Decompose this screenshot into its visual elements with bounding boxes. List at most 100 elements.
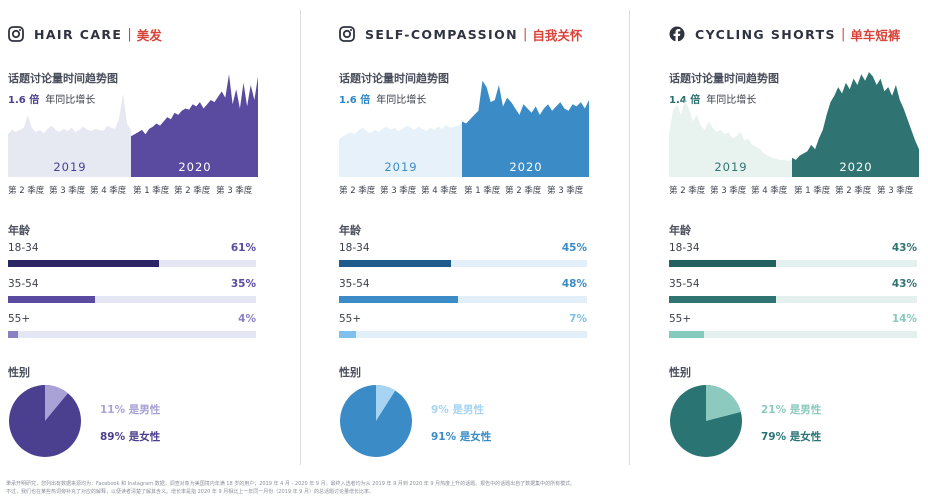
year-label-2020: 2020 <box>509 160 542 174</box>
age-row: 35-54 48% <box>339 278 587 312</box>
quarter-label: 第 3 季度 <box>877 186 914 196</box>
gender-title: 性别 <box>8 366 30 379</box>
quarter-axis: 第 2 季度第 3 季度第 4 季度第 1 季度第 2 季度第 3 季度 <box>339 184 589 198</box>
age-bar-fill <box>8 260 160 267</box>
age-bar-track <box>669 296 917 303</box>
panel-header: CYCLING SHORTS | 单车短裤 <box>669 24 900 44</box>
quarter-axis: 第 2 季度第 3 季度第 4 季度第 1 季度第 2 季度第 3 季度 <box>8 184 258 198</box>
female-share: 79% 是女性 <box>761 431 822 443</box>
age-bar-track <box>339 296 587 303</box>
age-percent: 35% <box>230 278 256 290</box>
title-separator: | <box>840 26 846 42</box>
age-bar-track <box>8 296 256 303</box>
quarter-label: 第 2 季度 <box>505 186 542 196</box>
quarter-label: 第 3 季度 <box>710 186 747 196</box>
age-row: 35-54 43% <box>669 278 917 312</box>
age-percent: 43% <box>891 242 917 254</box>
age-percent: 61% <box>230 242 256 254</box>
age-label: 35-54 <box>8 278 39 290</box>
age-bar-fill <box>8 296 95 303</box>
age-bar-track <box>669 331 917 338</box>
quarter-label: 第 3 季度 <box>547 186 584 196</box>
male-share: 21% 是男性 <box>761 404 822 416</box>
quarter-label: 第 3 季度 <box>380 186 417 196</box>
age-label: 55+ <box>339 313 362 325</box>
quarter-label: 第 1 季度 <box>464 186 501 196</box>
age-bar-track <box>8 260 256 267</box>
footnote-line: 秉承开明研究，您列出有数据来源均为：Facebook 和 Instagram 数… <box>6 481 576 487</box>
quarter-label: 第 3 季度 <box>49 186 86 196</box>
age-row: 18-34 45% <box>339 242 587 276</box>
age-bar-fill <box>339 331 357 338</box>
topic-panel-hair-care: HAIR CARE | 美发 话题讨论量时间趋势图 1.6 倍年同比增长 201… <box>8 0 268 470</box>
age-label: 55+ <box>8 313 31 325</box>
age-bar-fill <box>339 296 459 303</box>
quarter-label: 第 4 季度 <box>421 186 458 196</box>
gender-title: 性别 <box>339 366 361 379</box>
title-separator: | <box>127 26 132 42</box>
quarter-label: 第 1 季度 <box>794 186 831 196</box>
age-bar-track <box>669 260 917 267</box>
panel-divider <box>629 10 630 465</box>
quarter-label: 第 2 季度 <box>8 186 45 196</box>
age-row: 55+ 4% <box>8 313 256 347</box>
quarter-label: 第 1 季度 <box>133 186 170 196</box>
age-percent: 7% <box>569 313 587 325</box>
age-label: 35-54 <box>669 278 700 290</box>
year-label-2019: 2019 <box>384 160 417 174</box>
panel-header: SELF-COMPASSION | 自我关怀 <box>339 24 582 44</box>
area-2019 <box>339 123 462 177</box>
age-row: 18-34 43% <box>669 242 917 276</box>
age-row: 55+ 14% <box>669 313 917 347</box>
title-separator: | <box>522 26 528 42</box>
male-share: 11% 是男性 <box>100 404 161 416</box>
area-2020 <box>131 74 258 177</box>
growth-label: 年同比增长 <box>706 95 757 106</box>
gender-pie <box>670 385 742 457</box>
trend-title: 话题讨论量时间趋势图 <box>669 72 779 85</box>
footnote: 秉承开明研究，您列出有数据来源均为：Facebook 和 Instagram 数… <box>6 480 921 496</box>
age-title: 年龄 <box>339 224 361 237</box>
trend-title: 话题讨论量时间趋势图 <box>339 72 449 85</box>
trend-title: 话题讨论量时间趋势图 <box>8 72 118 85</box>
age-bar-fill <box>669 296 776 303</box>
age-row: 55+ 7% <box>339 313 587 347</box>
quarter-label: 第 2 季度 <box>174 186 211 196</box>
age-percent: 43% <box>891 278 917 290</box>
quarter-label: 第 4 季度 <box>90 186 127 196</box>
topic-title: HAIR CARE <box>34 26 123 42</box>
year-label-2019: 2019 <box>53 160 86 174</box>
trend-chart: 2019 2020 <box>339 80 589 177</box>
trend-chart: 2019 2020 <box>669 72 919 177</box>
yoy-growth: 1.6 倍年同比增长 <box>339 91 426 106</box>
topic-title-zh: 美发 <box>136 27 162 43</box>
area-2020 <box>462 80 589 177</box>
age-title: 年龄 <box>8 224 30 237</box>
topic-title: SELF-COMPASSION <box>365 26 518 42</box>
age-label: 35-54 <box>339 278 370 290</box>
topic-title-zh: 自我关怀 <box>532 27 583 43</box>
topic-title: CYCLING SHORTS <box>695 26 836 42</box>
quarter-label: 第 2 季度 <box>339 186 376 196</box>
age-percent: 45% <box>561 242 587 254</box>
topic-title-zh: 单车短裤 <box>850 27 901 43</box>
year-label-2020: 2020 <box>839 160 872 174</box>
growth-value: 1.4 倍 <box>669 95 701 106</box>
age-percent: 14% <box>891 313 917 325</box>
growth-value: 1.6 倍 <box>339 95 371 106</box>
area-2020 <box>792 72 919 177</box>
year-label-2020: 2020 <box>178 160 211 174</box>
gender-title: 性别 <box>669 366 691 379</box>
gender-pie <box>9 385 81 457</box>
age-label: 18-34 <box>8 242 39 254</box>
age-bar-fill <box>669 260 776 267</box>
age-title: 年龄 <box>669 224 691 237</box>
facebook-icon <box>669 26 685 42</box>
pie-slice-male <box>45 385 68 421</box>
pie-slice-male <box>706 385 741 421</box>
female-share: 89% 是女性 <box>100 431 161 443</box>
male-share: 9% 是男性 <box>431 404 484 416</box>
topic-panel-cycling-shorts: CYCLING SHORTS | 单车短裤 话题讨论量时间趋势图 1.4 倍年同… <box>669 0 928 470</box>
gender-pie <box>340 385 412 457</box>
quarter-label: 第 2 季度 <box>669 186 706 196</box>
